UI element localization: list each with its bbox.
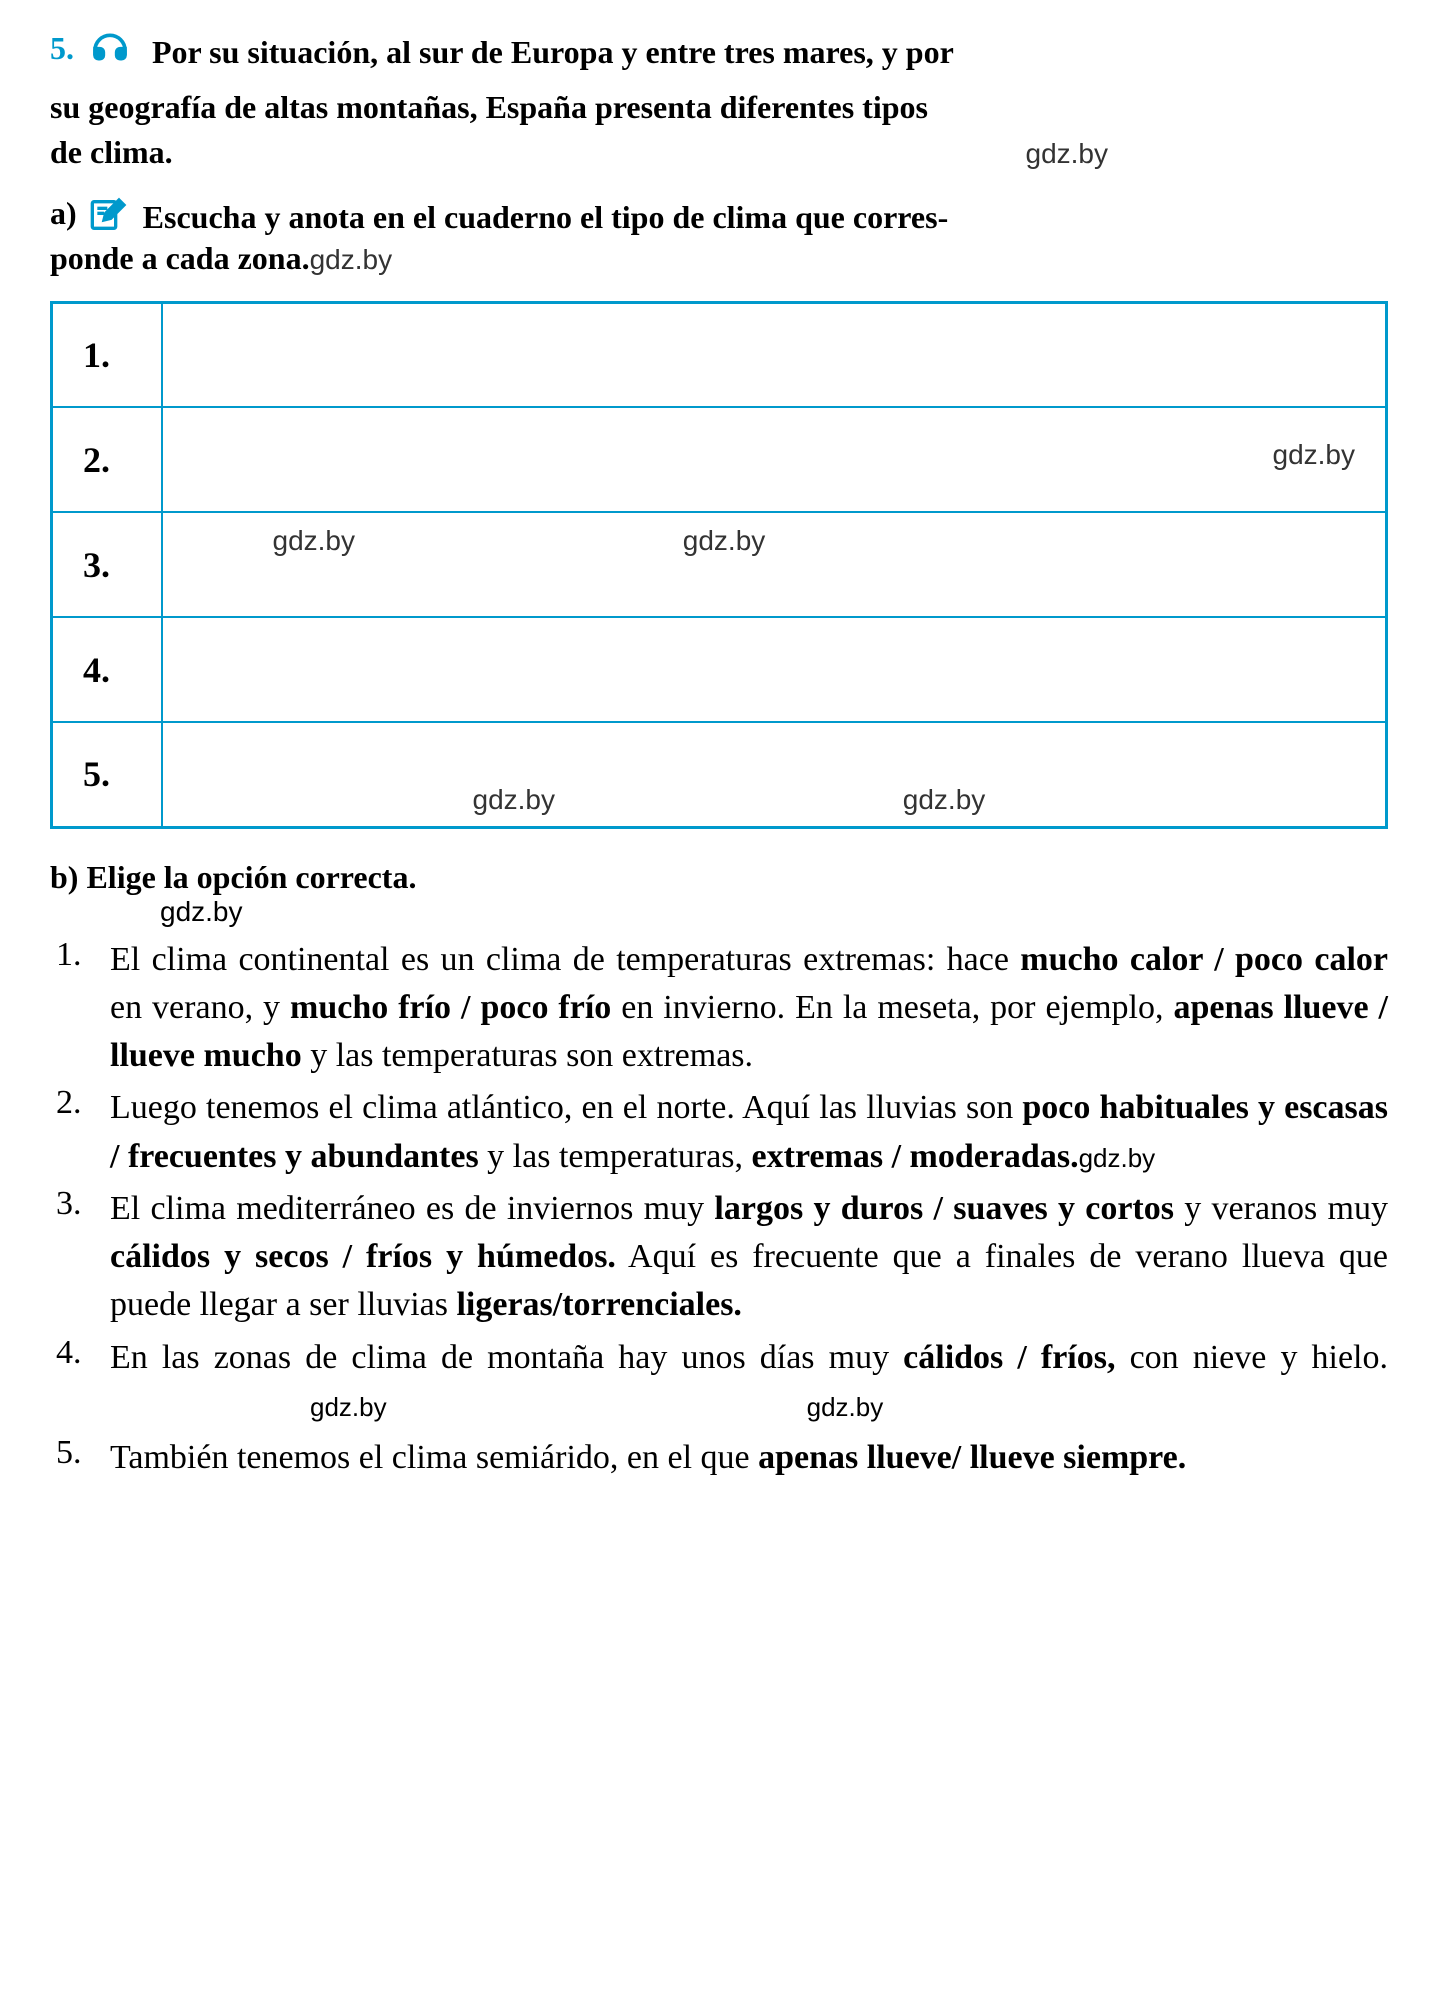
- row-content[interactable]: [162, 302, 1387, 407]
- table-row: 1.: [52, 302, 1387, 407]
- row-content[interactable]: gdz.by gdz.by: [162, 722, 1387, 827]
- row-number: 4.: [52, 617, 162, 722]
- table-row: 4.: [52, 617, 1387, 722]
- section-b-title: b) Elige la opción correcta.: [50, 859, 1388, 896]
- text-span: en invierno. En la meseta, por ejemplo,: [611, 989, 1173, 1026]
- section-a-text-line1: Escucha y anota en el cuaderno el tipo d…: [143, 195, 949, 240]
- option-text: Luego tenemos el clima atlántico, en el …: [110, 1084, 1388, 1181]
- row-number: 1.: [52, 302, 162, 407]
- option-item-3: 3. El clima mediterráneo es de inviernos…: [50, 1185, 1388, 1330]
- bold-option: apenas llueve/ llueve siempre.: [758, 1439, 1186, 1476]
- option-list: 1. El clima continental es un clima de t…: [50, 936, 1388, 1483]
- text-span: y veranos muy: [1174, 1190, 1388, 1227]
- intro-text-line3: de clima.: [50, 130, 173, 175]
- option-text: En las zonas de clima de montaña hay uno…: [110, 1334, 1388, 1431]
- row-number: 3.: [52, 512, 162, 617]
- section-b: b) Elige la opción correcta. gdz.by 1. E…: [50, 859, 1388, 1483]
- watermark: gdz.by: [1026, 138, 1109, 170]
- watermark: gdz.by: [310, 244, 393, 275]
- option-number: 5.: [50, 1434, 110, 1472]
- text-span: y las temperaturas,: [479, 1138, 752, 1175]
- bold-option: largos y duros / suaves y cortos: [714, 1190, 1174, 1227]
- bold-option: cálidos / fríos,: [903, 1339, 1115, 1376]
- exercise-number: 5.: [50, 30, 74, 67]
- option-item-1: 1. El clima continental es un clima de t…: [50, 936, 1388, 1081]
- row-number: 2.: [52, 407, 162, 512]
- write-icon: [87, 195, 131, 240]
- watermark: gdz.by: [310, 1392, 387, 1422]
- text-span: con nieve y hielo.: [1115, 1339, 1388, 1376]
- watermark: gdz.by: [683, 525, 766, 557]
- bold-option: mucho calor / poco calor: [1020, 941, 1388, 978]
- text-span: El clima mediterráneo es de inviernos mu…: [110, 1190, 714, 1227]
- text-span: y las temperaturas son extremas.: [302, 1037, 753, 1074]
- watermark: gdz.by: [807, 1392, 884, 1422]
- option-number: 4.: [50, 1334, 110, 1372]
- text-span: El clima continental es un clima de temp…: [110, 941, 1020, 978]
- watermark: gdz.by: [160, 896, 1388, 928]
- bold-option: ligeras/torrenciales.: [456, 1286, 741, 1323]
- watermark: gdz.by: [473, 784, 556, 816]
- option-text: El clima mediterráneo es de inviernos mu…: [110, 1185, 1388, 1330]
- option-number: 1.: [50, 936, 110, 974]
- table-row: 3. gdz.by gdz.by: [52, 512, 1387, 617]
- text-span: en verano, y: [110, 989, 290, 1026]
- option-item-4: 4. En las zonas de clima de montaña hay …: [50, 1334, 1388, 1431]
- row-content[interactable]: [162, 617, 1387, 722]
- section-a-text-line2: ponde a cada zona.: [50, 240, 310, 276]
- option-item-2: 2. Luego tenemos el clima atlántico, en …: [50, 1084, 1388, 1181]
- option-text: El clima continental es un clima de temp…: [110, 936, 1388, 1081]
- table-row: 2. gdz.by: [52, 407, 1387, 512]
- option-number: 2.: [50, 1084, 110, 1122]
- watermark: gdz.by: [1079, 1143, 1156, 1173]
- option-item-5: 5. También tenemos el clima semiárido, e…: [50, 1434, 1388, 1482]
- intro-text-line1: Por su situación, al sur de Europa y ent…: [152, 30, 954, 75]
- option-number: 3.: [50, 1185, 110, 1223]
- bold-option: cálidos y secos / fríos y húmedos.: [110, 1238, 616, 1275]
- bold-option: extremas / moderadas.: [752, 1138, 1079, 1175]
- text-span: También tenemos el clima semiárido, en e…: [110, 1439, 758, 1476]
- row-content[interactable]: gdz.by gdz.by: [162, 512, 1387, 617]
- climate-table: 1. 2. gdz.by 3. gdz.by gdz.by 4. 5. gdz.…: [50, 301, 1388, 829]
- watermark: gdz.by: [273, 525, 356, 557]
- option-text: También tenemos el clima semiárido, en e…: [110, 1434, 1388, 1482]
- text-span: Luego tenemos el clima atlántico, en el …: [110, 1089, 1022, 1126]
- headphones-icon: [86, 32, 134, 77]
- text-span: En las zonas de clima de montaña hay uno…: [110, 1339, 903, 1376]
- exercise-intro: 5. Por su situación, al sur de Europa y …: [50, 30, 1388, 175]
- table-row: 5. gdz.by gdz.by: [52, 722, 1387, 827]
- watermark: gdz.by: [1273, 439, 1356, 471]
- bold-option: mucho frío / poco frío: [290, 989, 611, 1026]
- row-content[interactable]: gdz.by: [162, 407, 1387, 512]
- row-number: 5.: [52, 722, 162, 827]
- section-a-label: a): [50, 195, 77, 232]
- intro-text-line2: su geografía de altas montañas, España p…: [50, 85, 1388, 130]
- watermark: gdz.by: [903, 784, 986, 816]
- section-a: a) Escucha y anota en el cuaderno el tip…: [50, 195, 1388, 277]
